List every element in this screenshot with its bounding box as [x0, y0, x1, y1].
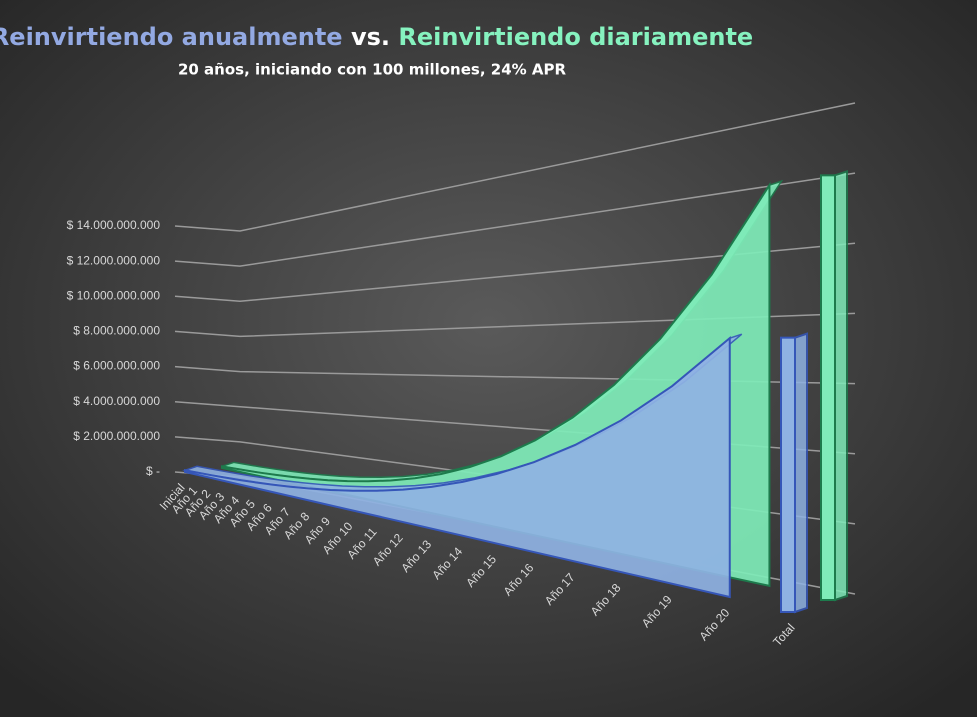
grid-line	[174, 172, 856, 267]
bar	[820, 174, 836, 601]
bar	[780, 336, 796, 613]
y-tick-label: $ -	[146, 464, 160, 478]
y-tick-label: $ 6.000.000.000	[73, 359, 160, 373]
y-tick-label: $ 4.000.000.000	[73, 394, 160, 408]
y-tick-label: $ 8.000.000.000	[73, 324, 160, 338]
chart-title: Reinvirtiendo anualmente vs. Reinvirtien…	[0, 23, 753, 51]
y-tick-label: $ 10.000.000.000	[67, 288, 161, 302]
grid-line	[174, 242, 856, 303]
grid-line	[174, 102, 856, 232]
chart-subtitle: 20 años, iniciando con 100 millones, 24%…	[178, 61, 567, 79]
y-tick-label: $ 2.000.000.000	[73, 429, 160, 443]
area	[184, 336, 731, 599]
y-tick-label: $ 14.000.000.000	[67, 218, 161, 232]
title-part: vs.	[351, 23, 390, 51]
grid-line	[174, 312, 856, 338]
title-part: Reinvirtiendo diariamente	[398, 23, 753, 51]
title-part: Reinvirtiendo anualmente	[0, 23, 343, 51]
y-tick-label: $ 12.000.000.000	[67, 253, 161, 267]
bar-side	[794, 332, 808, 614]
bar-side	[834, 169, 848, 602]
